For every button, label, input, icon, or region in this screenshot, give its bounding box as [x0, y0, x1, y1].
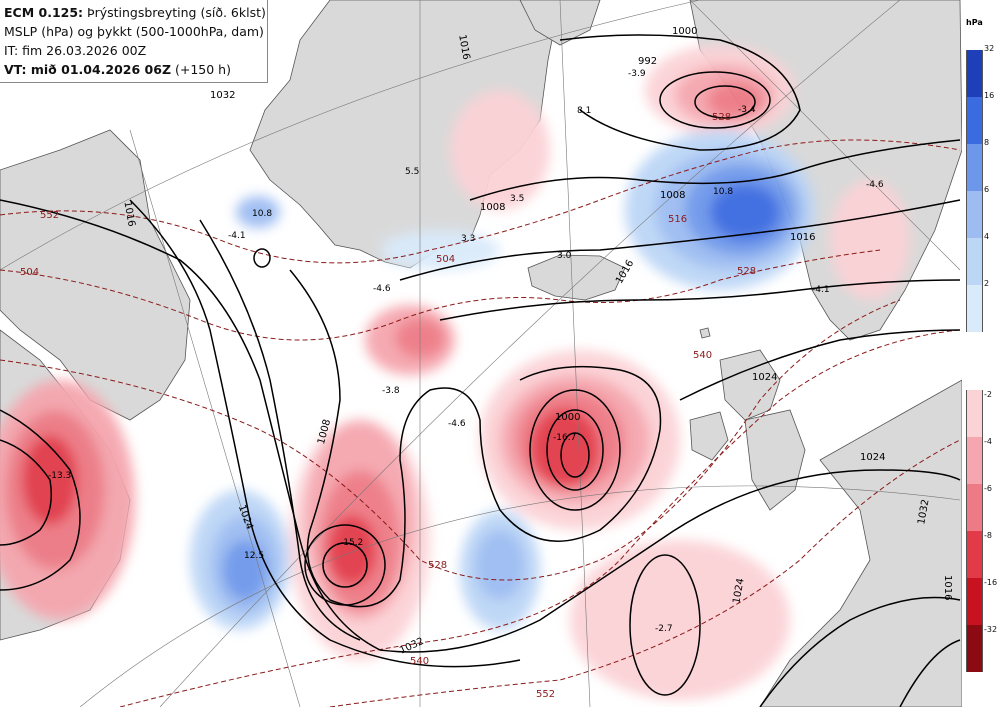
- isobar-label: 1032: [210, 90, 235, 101]
- tendency-label: 10.8: [713, 187, 733, 197]
- isobar-label: 1032: [398, 636, 426, 657]
- field-title: Þrýstingsbreyting (síð. 6klst): [83, 5, 266, 20]
- faroe: [699, 327, 711, 339]
- rise-tick: 32: [984, 44, 995, 53]
- thickness-label: 504: [20, 267, 39, 278]
- tendency-label: -2.7: [655, 624, 673, 634]
- isobar-label: 1016: [790, 232, 815, 243]
- tendency-label: -4.6: [448, 419, 466, 429]
- thickness-label: 552: [40, 210, 59, 221]
- tendency-label: 3.3: [461, 234, 475, 244]
- fall-swatch: [966, 484, 983, 531]
- fall-swatch: [966, 578, 983, 625]
- header-line-1: ECM 0.125: Þrýstingsbreyting (síð. 6klst…: [4, 3, 267, 22]
- tendency-label: -3.9: [628, 69, 646, 79]
- tendency-label: -15.2: [340, 538, 363, 548]
- baffin-island: [0, 129, 191, 421]
- thickness-label: 528: [712, 112, 731, 123]
- lead-time: (+150 h): [171, 62, 231, 77]
- isobar-labels: 1000 992 1008 1016 1024 1032 1016 1008 1…: [121, 26, 953, 657]
- legend-unit: hPa: [966, 18, 983, 27]
- thickness-label: 528: [737, 266, 756, 277]
- isobar-label: 1008: [660, 190, 685, 201]
- fall-tick: -6: [984, 484, 992, 493]
- svalbard-area: [519, 0, 601, 46]
- tendency-label: -3.4: [738, 105, 756, 115]
- fall-tick: -32: [984, 625, 998, 634]
- pressure-tendency-shading: [0, 45, 910, 700]
- header-line-4: VT: mið 01.04.2026 06Z (+150 h): [4, 60, 267, 79]
- fall-tick: -8: [984, 531, 992, 540]
- tendency-label: 5.5: [405, 167, 419, 177]
- isobars: [0, 34, 961, 707]
- isobar-label: 1000: [672, 26, 697, 37]
- tendency-label: 8.1: [577, 106, 591, 116]
- thickness-label: 516: [668, 214, 687, 225]
- thickness-labels: 528 516 528 540 528 540 552 504 504 552: [20, 112, 756, 700]
- rise-swatch: [966, 238, 983, 285]
- isobar-label: 1032: [916, 498, 931, 525]
- rise-swatch: [966, 97, 983, 144]
- fall-swatch: [966, 437, 983, 484]
- rise-tick: 8: [984, 138, 990, 147]
- isobar-label: 1024: [752, 372, 777, 383]
- fall-swatch: [966, 625, 983, 672]
- rise-swatch: [966, 144, 983, 191]
- isobar-label: 1024: [731, 577, 746, 604]
- rise-swatch: [966, 285, 983, 332]
- uk: [744, 409, 806, 511]
- tendency-label: -13.3: [48, 471, 71, 481]
- rise-tick: 6: [984, 185, 990, 194]
- rise-swatch: [966, 191, 983, 238]
- tendency-label: -4.1: [228, 231, 246, 241]
- tendency-labels: -3.9 8.1 10.8 10.8 -4.6 -4.6 -4.1 3.3 5.…: [48, 69, 884, 634]
- fall-tick: -4: [984, 437, 992, 446]
- tendency-label: -4.6: [866, 180, 884, 190]
- iceland: [527, 254, 626, 301]
- tendency-label: 3.0: [557, 251, 572, 261]
- tendency-label: -16.7: [553, 433, 576, 443]
- isobar-label: 1016: [121, 201, 136, 228]
- color-legend: hPa 32 16 8 6 4 2 -2 -4 -6 -8 -16 -32: [962, 0, 1000, 707]
- header-line-3: IT: fim 26.03.2026 00Z: [4, 43, 147, 58]
- thickness-label: 540: [410, 656, 429, 667]
- fall-tick: -2: [984, 390, 992, 399]
- tendency-label: -3.8: [382, 386, 400, 396]
- thickness-label: 528: [428, 560, 447, 571]
- isobar-label: 1016: [456, 34, 471, 61]
- ireland: [689, 411, 729, 461]
- fall-swatch: [966, 531, 983, 578]
- fall-swatch: [966, 390, 983, 437]
- isobar-label: 1016: [942, 575, 953, 600]
- header-line-2: MSLP (hPa) og þykkt (500-1000hPa, dam): [4, 24, 264, 39]
- fall-tick: -16: [984, 578, 998, 587]
- rise-tick: 4: [984, 232, 990, 241]
- map-header: ECM 0.125: Þrýstingsbreyting (síð. 6klst…: [0, 0, 268, 83]
- isobar-label: 1024: [860, 452, 885, 463]
- tendency-label: -4.1: [812, 285, 830, 295]
- isobar-label: 992: [638, 56, 657, 67]
- model-name: ECM 0.125:: [4, 5, 84, 20]
- thickness-label: 552: [536, 689, 555, 700]
- isobar-label: 1000: [555, 412, 580, 423]
- thickness-contours: [0, 139, 961, 707]
- thickness-label: 504: [436, 254, 455, 265]
- isobar-label: 1008: [480, 202, 505, 213]
- tendency-label: 10.8: [252, 209, 272, 219]
- scotland: [719, 349, 781, 421]
- tendency-label: -4.6: [373, 284, 391, 294]
- thickness-label: 540: [693, 350, 712, 361]
- rise-tick: 2: [984, 279, 990, 288]
- rise-tick: 16: [984, 91, 995, 100]
- tendency-label: 12.5: [244, 551, 264, 561]
- tendency-label: 3.5: [510, 194, 524, 204]
- rise-swatch: [966, 50, 983, 97]
- valid-time: VT: mið 01.04.2026 06Z: [4, 62, 172, 77]
